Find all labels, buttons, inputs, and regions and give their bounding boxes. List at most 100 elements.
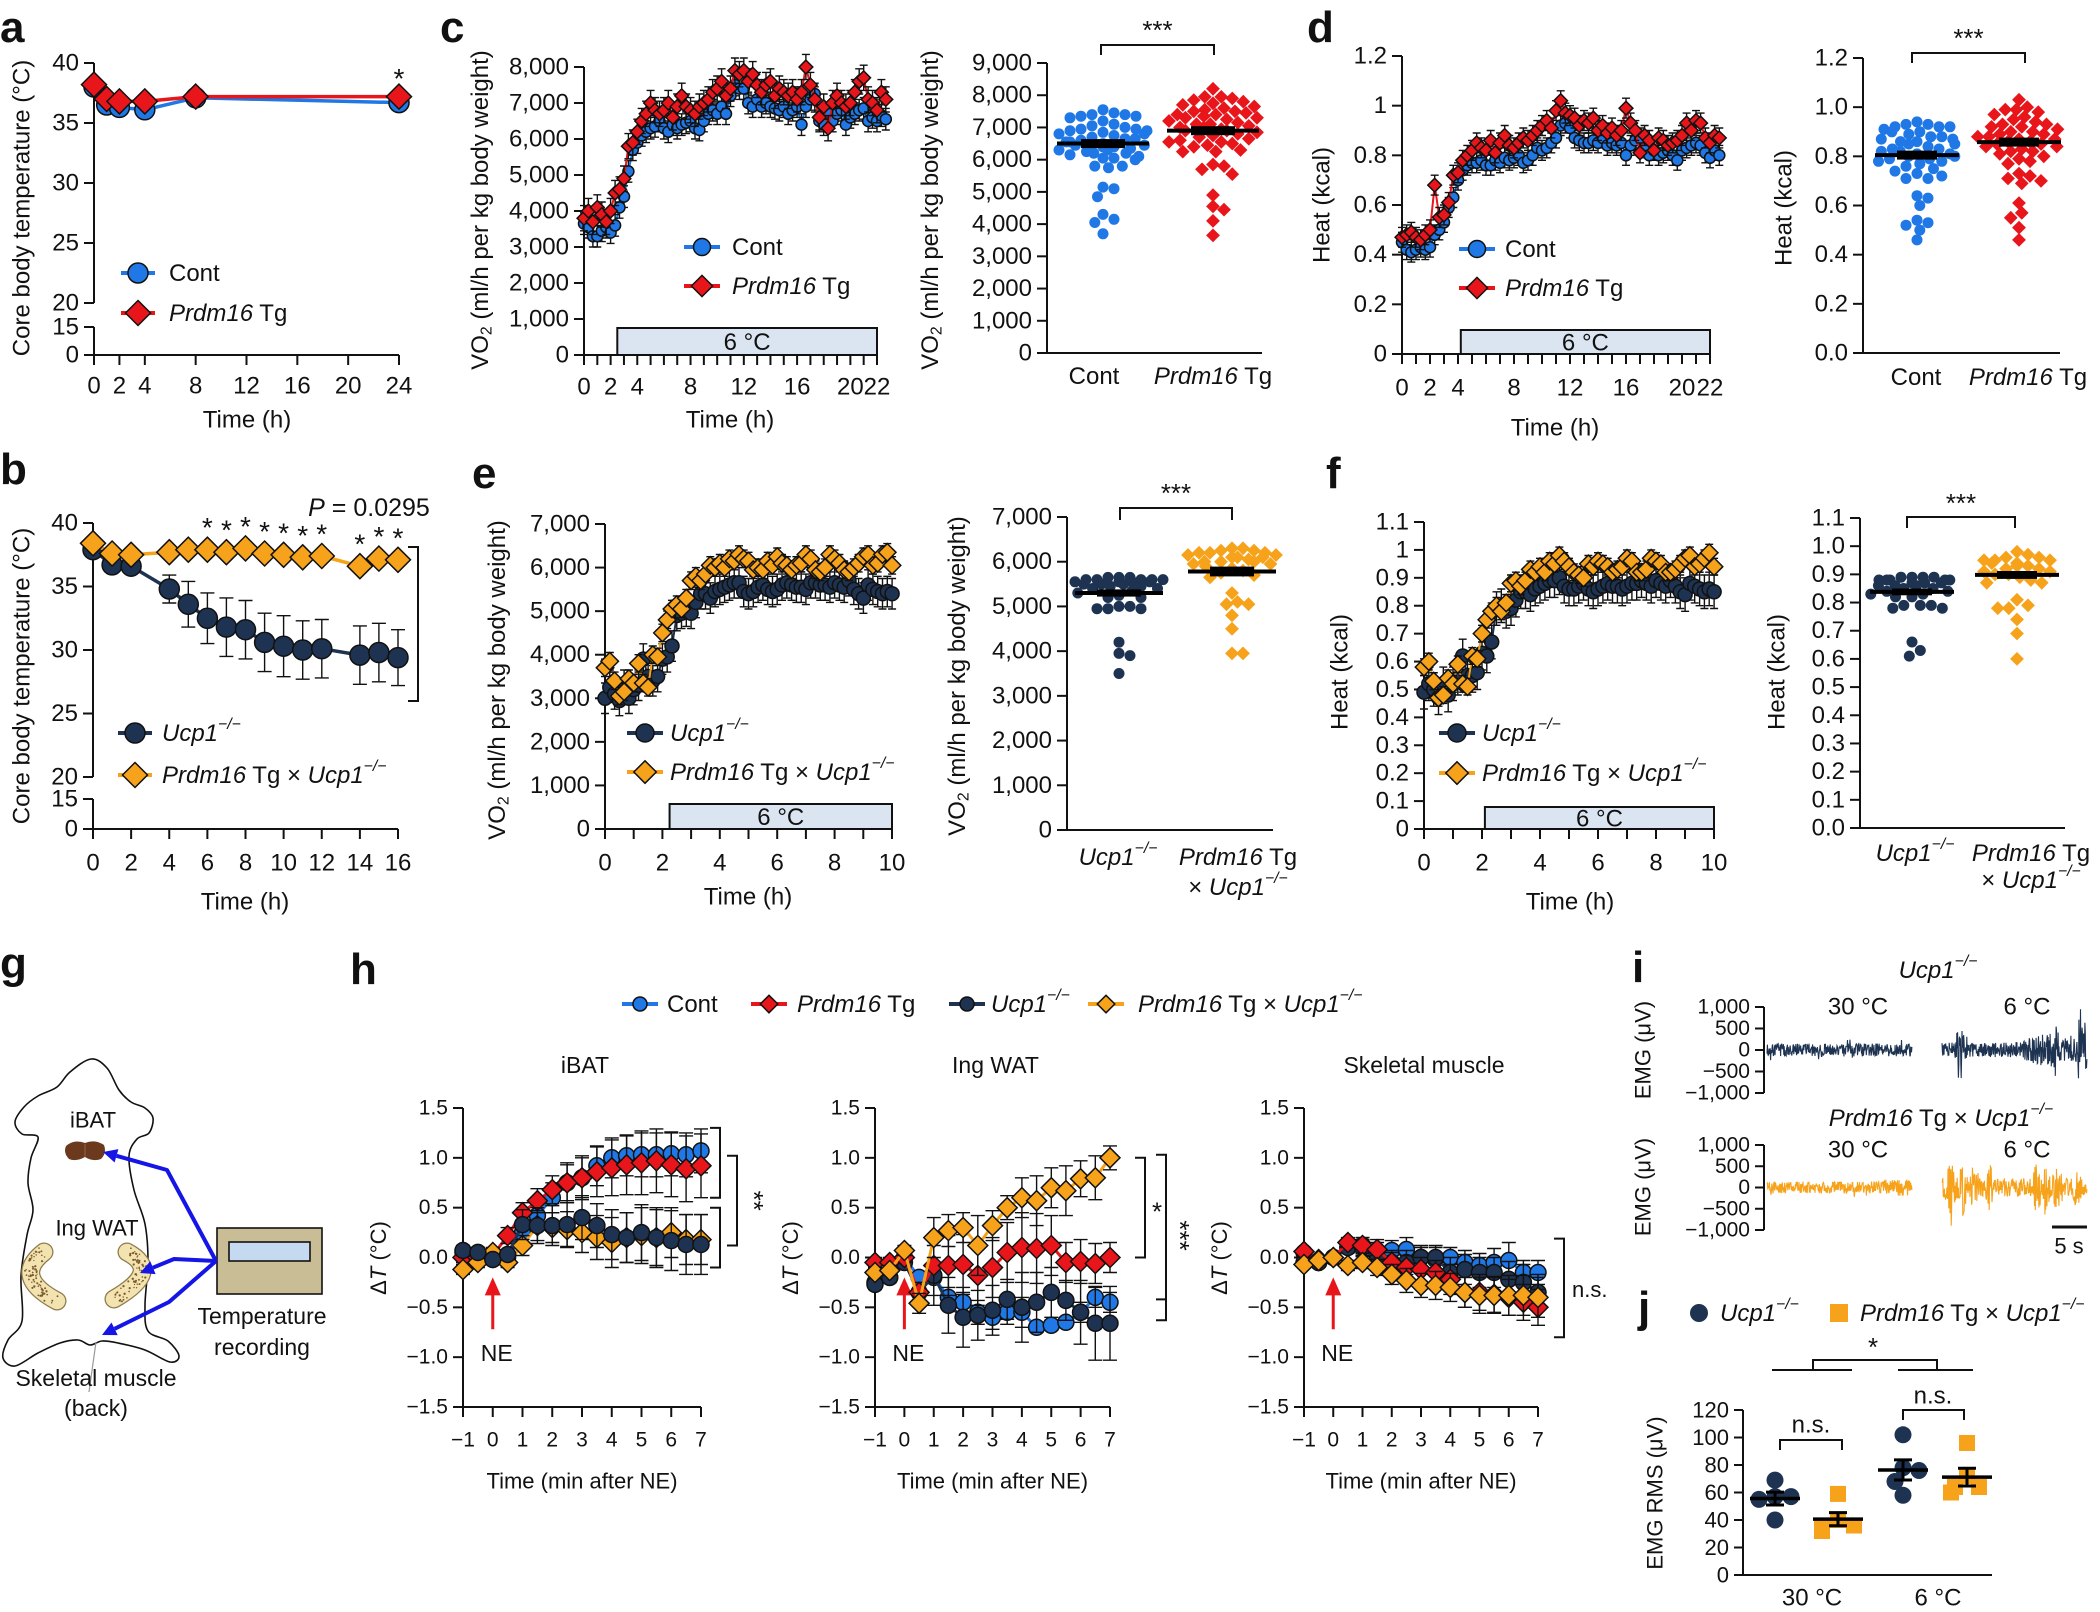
series-cont-point [1713, 149, 1726, 162]
scatter-point-prdm16 [2025, 144, 2040, 159]
condition-label: 6 °C [2004, 994, 2051, 1021]
x-tick-label: 4 [713, 850, 726, 877]
y-tick-label: 5,000 [972, 178, 1032, 205]
legend-ucp1-label-segment: −/− [1776, 1295, 1799, 1312]
genotype-title-segment: Prdm16 [1829, 1105, 1914, 1132]
ing-wat-right-speckle [129, 1254, 132, 1257]
y-tick-label: 0.5 [1260, 1196, 1289, 1219]
scatter-point-prdm16_ucp1 [1192, 545, 1206, 560]
scatter-point-prdm16 [1162, 135, 1176, 149]
x-tick-label: 2 [124, 850, 137, 877]
y-tick-label: 0.0 [419, 1246, 448, 1269]
series-ucp1 [454, 1195, 710, 1276]
legend-ucp1-label: Ucp1−/− [1482, 715, 1561, 746]
legend-prdm16_ucp1-label: Prdm16 Tg × Ucp1−/− [670, 754, 895, 785]
legend-prdm16-ucp1-label-segment: Prdm16 [1860, 1300, 1945, 1327]
ing-wat-right-speckle [134, 1273, 137, 1276]
series-prdm16_ucp1-point [1084, 1166, 1107, 1189]
series-prdm16-point [1585, 110, 1602, 127]
category-label: Prdm16 Tg [1972, 840, 2090, 867]
genotype-title-segment: Ucp1 [1974, 1105, 2030, 1132]
series-ucp1-point [998, 1290, 1016, 1309]
scatter-point-prdm16 [2012, 166, 2026, 181]
scatter-point-prdm16_ucp1 [2043, 553, 2057, 568]
series-ucp1-point [603, 1225, 621, 1244]
series-ucp1-point [588, 1216, 606, 1235]
series-prdm16-point [1336, 1231, 1359, 1254]
series-prdm16_ucp1 [595, 542, 902, 706]
ing-wat-right-speckle [141, 1276, 144, 1278]
ing-wat-left-speckle [28, 1275, 30, 1277]
y-axis-title-segment: (ml/h per kg body weight) [467, 50, 494, 326]
y-axis-title-segment: (ml/h per kg body weight) [944, 516, 971, 792]
y-tick-label: 0 [1374, 341, 1387, 368]
scatter-point-prdm16 [2023, 154, 2037, 169]
ing-wat-left-speckle [39, 1284, 42, 1287]
scatter-point-prdm16 [1228, 104, 1242, 119]
legend-cont-label: Cont [169, 260, 220, 287]
series-ucp1-point [196, 607, 219, 630]
y-tick-label: 0.4 [1354, 241, 1387, 268]
series-ucp1-point [454, 1241, 472, 1260]
series-prdm16_ucp1-point [98, 539, 126, 568]
y-tick-label: 0.2 [1812, 758, 1845, 785]
scatter-point-prdm16 [1206, 81, 1220, 96]
ing-wat-right-speckle [143, 1260, 146, 1263]
scatter-point-prdm16_ucp1 [1214, 543, 1228, 558]
scatter-point-ucp1 [1944, 574, 1956, 586]
series-prdm16_ucp1-point [1322, 1246, 1345, 1269]
scatter-point-prdm16_ucp1 [1230, 595, 1245, 609]
scatter-point-prdm16_ucp1 [1977, 564, 1991, 579]
y-tick-label: 0.6 [1376, 648, 1409, 675]
significance-bracket [1156, 1153, 1167, 1322]
series-ucp1-point [272, 635, 295, 657]
scatter-point-prdm16 [2023, 169, 2037, 183]
legend-cont-label-segment: Cont [732, 234, 783, 261]
series-prdm16-point [629, 123, 646, 140]
muscle-label-line2: (back) [64, 1395, 128, 1421]
scatter-point-cont [1936, 155, 1948, 167]
scatter-point-prdm16 [1197, 90, 1212, 104]
ing-wat-left-speckle [40, 1254, 43, 1257]
category-label-segment: Cont [1891, 364, 1942, 391]
panel-label-c: c [440, 3, 464, 52]
ing-wat-left-speckle [56, 1295, 59, 1298]
x-axis-title: Time (h) [1511, 415, 1599, 442]
series-ucp1-point [177, 593, 200, 616]
x-tick-label: 0 [598, 850, 611, 877]
scatter-point-cont [1949, 138, 1961, 150]
scatter-point-prdm16 [2036, 149, 2051, 164]
category-label-segment: × [1981, 867, 2002, 894]
y-tick-label: 0.9 [1812, 561, 1845, 588]
series-prdm16-point [1692, 115, 1709, 131]
ing-wat-left-speckle [28, 1269, 31, 1273]
series-ucp1-point [1027, 1293, 1046, 1312]
series-prdm16_ucp1-point [1483, 1284, 1506, 1307]
series-prdm16_ucp1-point [1699, 542, 1720, 563]
scatter-point-prdm16_ucp1 [1198, 559, 1213, 574]
device-label-line2: recording [214, 1334, 310, 1360]
y-tick-label: 6,000 [972, 146, 1032, 173]
legend-prdm16_ucp1-label-segment: Tg × [246, 762, 308, 789]
x-tick-label: 5 [636, 1429, 648, 1452]
y-tick-label: 8,000 [972, 82, 1032, 109]
cold-exposure-bar [668, 803, 894, 830]
series-prdm16_ucp1-point [676, 588, 697, 608]
x-tick-label: 8 [828, 850, 841, 877]
ing-wat-right-speckle [136, 1261, 138, 1263]
y-axis-title: Heat (kcal) [1327, 614, 1354, 730]
series-cont-point [1042, 1316, 1061, 1335]
y-axis-title-segment: 2 [478, 326, 495, 335]
series-prdm16_ucp1-point [251, 539, 279, 568]
scatter-point-ucp1 [1144, 576, 1156, 588]
ing-wat-left [22, 1243, 66, 1310]
ing-wat-right-speckle [114, 1293, 117, 1296]
chart-f_dot: 0.00.10.20.30.40.50.60.70.80.91.01.1 Ucp1… [1764, 488, 2091, 894]
scatter-point-prdm16 [2001, 171, 2015, 186]
series-prdm16-point [1711, 130, 1728, 146]
category-label: Ucp1−/− [1079, 839, 1158, 870]
scatter-point-prdm16 [1219, 112, 1234, 127]
ing-wat-left-speckle [38, 1251, 41, 1254]
scatter-point-cont [1873, 155, 1884, 167]
legend-prdm16-label-segment: Tg [253, 300, 287, 327]
